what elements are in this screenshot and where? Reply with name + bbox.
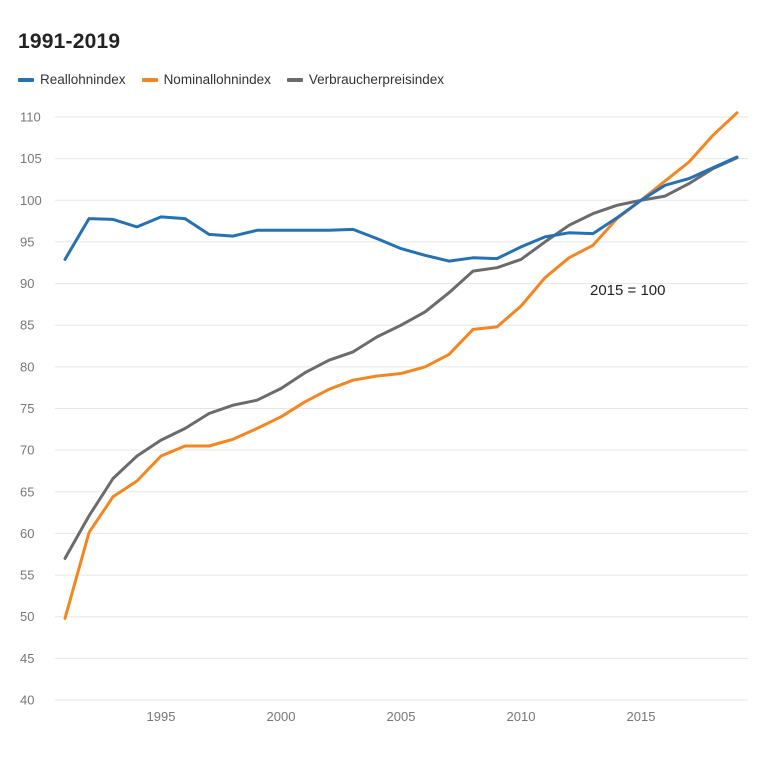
legend-swatch-reallohnindex <box>18 77 34 82</box>
y-tick-label: 80 <box>20 359 34 374</box>
base-year-annotation: 2015 = 100 <box>590 282 666 299</box>
y-tick-label: 65 <box>20 484 34 499</box>
legend-item-reallohnindex[interactable]: Reallohnindex <box>18 72 126 87</box>
legend-swatch-nominallohnindex <box>141 77 158 82</box>
y-tick-label: 110 <box>20 110 41 125</box>
legend-item-verbraucherpreisindex[interactable]: Verbraucherpreisindex <box>286 72 444 87</box>
chart-title: 1991-2019 <box>18 30 121 53</box>
series-line-reallohnindex[interactable] <box>63 155 739 263</box>
legend-label-nominallohnindex: Nominallohnindex <box>163 72 271 87</box>
x-tick-label: 2000 <box>267 709 296 724</box>
chart-legend: Reallohnindex Nominallohnindex Verbrauch… <box>18 72 460 87</box>
x-tick-label: 2005 <box>387 709 416 724</box>
series-line-nominallohnindex[interactable] <box>63 111 739 620</box>
legend-swatch-verbraucherpreisindex <box>286 77 303 82</box>
y-tick-label: 95 <box>20 234 34 249</box>
y-axis-ticks: 40 45 50 55 60 65 70 75 80 85 90 95 100 105 110 <box>20 110 42 708</box>
legend-item-nominallohnindex[interactable]: Nominallohnindex <box>141 72 271 87</box>
y-tick-label: 40 <box>20 693 34 708</box>
x-tick-label: 2010 <box>507 709 536 724</box>
x-tick-label: 2015 <box>627 709 656 724</box>
y-tick-label: 105 <box>20 151 42 166</box>
series-line-verbraucherpreisindex[interactable] <box>63 156 739 560</box>
y-tick-label: 60 <box>20 526 34 541</box>
y-tick-label: 55 <box>20 568 34 583</box>
series-lines <box>63 111 739 620</box>
legend-label-verbraucherpreisindex: Verbraucherpreisindex <box>308 72 444 87</box>
y-tick-label: 50 <box>20 609 34 624</box>
y-tick-label: 100 <box>20 193 42 208</box>
grid-lines <box>55 116 748 701</box>
x-axis-ticks: 1995 2000 2005 2010 2015 <box>147 709 656 724</box>
y-tick-label: 85 <box>20 318 34 333</box>
y-tick-label: 70 <box>20 443 34 458</box>
y-tick-label: 75 <box>20 401 34 416</box>
legend-label-reallohnindex: Reallohnindex <box>40 72 126 87</box>
y-tick-label: 45 <box>20 651 34 666</box>
x-tick-label: 1995 <box>147 709 176 724</box>
y-tick-label: 90 <box>20 276 34 291</box>
